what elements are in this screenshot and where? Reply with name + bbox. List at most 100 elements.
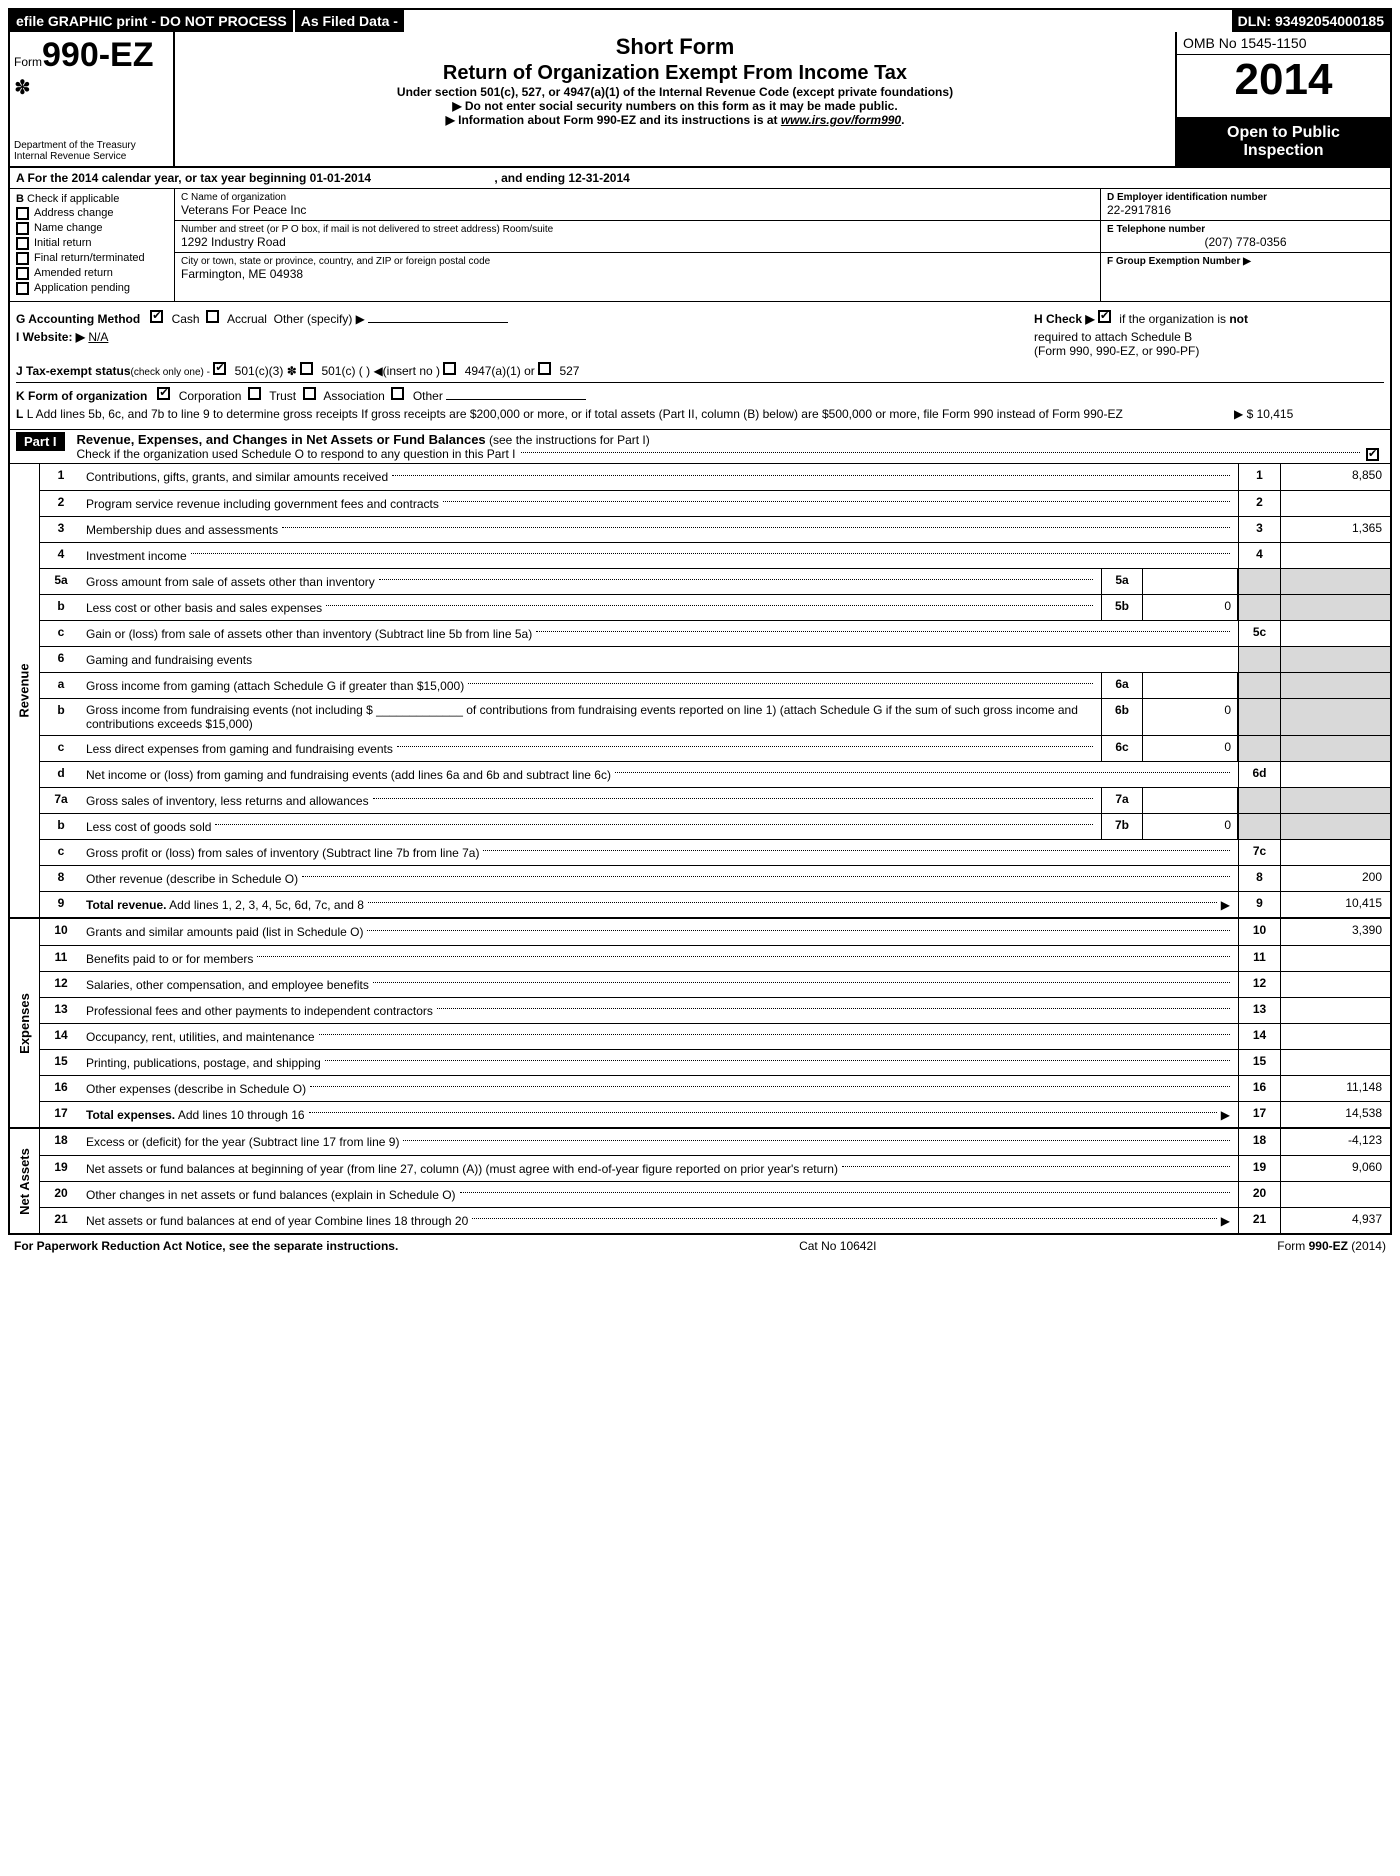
line-l4: 4Investment income4 bbox=[40, 542, 1390, 568]
right-num: 21 bbox=[1238, 1208, 1280, 1233]
as-filed-text: As Filed Data - bbox=[293, 10, 406, 32]
line-desc: Other revenue (describe in Schedule O) bbox=[82, 866, 1238, 891]
line-num: 11 bbox=[40, 946, 82, 971]
chk-name[interactable] bbox=[16, 222, 29, 235]
inner-val bbox=[1143, 569, 1238, 594]
open-line2: Inspection bbox=[1181, 142, 1386, 160]
line-desc: Gross income from gaming (attach Schedul… bbox=[82, 673, 1101, 698]
subtitle: Under section 501(c), 527, or 4947(a)(1)… bbox=[183, 85, 1167, 99]
line-num: c bbox=[40, 621, 82, 646]
right-num: 5c bbox=[1238, 621, 1280, 646]
form-prefix: Form bbox=[14, 55, 42, 69]
right-val: 8,850 bbox=[1280, 464, 1390, 490]
lbl-kother: Other bbox=[413, 389, 443, 403]
line-num: 20 bbox=[40, 1182, 82, 1207]
omb-number: OMB No 1545-1150 bbox=[1177, 32, 1390, 55]
line-num: 8 bbox=[40, 866, 82, 891]
revenue-label: Revenue bbox=[10, 464, 40, 917]
chk-initial[interactable] bbox=[16, 237, 29, 250]
line-l6: 6Gaming and fundraising events bbox=[40, 646, 1390, 672]
line-l6d: dNet income or (loss) from gaming and fu… bbox=[40, 761, 1390, 787]
dept-treasury: Department of the Treasury bbox=[14, 140, 169, 151]
line-desc: Gain or (loss) from sale of assets other… bbox=[82, 621, 1238, 646]
chk-kother[interactable] bbox=[391, 387, 404, 400]
chk-accrual[interactable] bbox=[206, 310, 219, 323]
chk-trust[interactable] bbox=[248, 387, 261, 400]
line-desc: Other expenses (describe in Schedule O) bbox=[82, 1076, 1238, 1101]
lbl-cash: Cash bbox=[172, 312, 200, 326]
chk-corp[interactable] bbox=[157, 387, 170, 400]
e-label: E Telephone number bbox=[1107, 224, 1384, 235]
c-name: Veterans For Peace Inc bbox=[181, 203, 1094, 217]
inner-val: 0 bbox=[1143, 736, 1238, 761]
rowa-begin: 01-01-2014 bbox=[310, 171, 371, 185]
efile-text: efile GRAPHIC print - DO NOT PROCESS bbox=[10, 10, 293, 32]
chk-amended[interactable] bbox=[16, 267, 29, 280]
chk-4947[interactable] bbox=[443, 362, 456, 375]
right-val: 1,365 bbox=[1280, 517, 1390, 542]
inner-val: 0 bbox=[1143, 699, 1238, 735]
right-num bbox=[1238, 673, 1280, 698]
line-desc: Total expenses. Add lines 10 through 16▶ bbox=[82, 1102, 1238, 1127]
line-desc: Less cost of goods sold bbox=[82, 814, 1101, 839]
right-val bbox=[1280, 972, 1390, 997]
inner-val: 0 bbox=[1143, 595, 1238, 620]
section-bc: B Check if applicable Address change Nam… bbox=[10, 189, 1390, 302]
header-mid: Short Form Return of Organization Exempt… bbox=[175, 32, 1175, 166]
chk-final[interactable] bbox=[16, 252, 29, 265]
lbl-initial: Initial return bbox=[34, 237, 91, 249]
chk-h[interactable] bbox=[1098, 310, 1111, 323]
right-val bbox=[1280, 762, 1390, 787]
chk-schedule-o[interactable] bbox=[1366, 448, 1379, 461]
tax-year: 2014 bbox=[1177, 55, 1390, 118]
lbl-assoc: Association bbox=[323, 389, 384, 403]
part1-check-text: Check if the organization used Schedule … bbox=[77, 447, 516, 461]
right-val bbox=[1280, 736, 1390, 761]
h3: not bbox=[1229, 312, 1248, 326]
right-val bbox=[1280, 647, 1390, 672]
chk-cash[interactable] bbox=[150, 310, 163, 323]
chk-address[interactable] bbox=[16, 207, 29, 220]
c-addr-label: Number and street (or P O box, if mail i… bbox=[181, 224, 1094, 235]
rowa-pre: A For the 2014 calendar year, or tax yea… bbox=[16, 171, 310, 185]
rowa-mid: , and ending bbox=[494, 171, 568, 185]
lbl-501c: 501(c) ( ) ◀(insert no ) bbox=[321, 364, 440, 378]
h2: if the organization is bbox=[1119, 312, 1229, 326]
right-val: 14,538 bbox=[1280, 1102, 1390, 1127]
right-num: 10 bbox=[1238, 919, 1280, 945]
line-desc: Total revenue. Add lines 1, 2, 3, 4, 5c,… bbox=[82, 892, 1238, 917]
inner-box: 5a bbox=[1101, 569, 1143, 594]
j-label: J Tax-exempt status bbox=[16, 364, 131, 378]
b-headtxt: Check if applicable bbox=[27, 193, 119, 205]
right-num: 11 bbox=[1238, 946, 1280, 971]
h-label: H Check ▶ bbox=[1034, 312, 1095, 326]
kother-underline bbox=[446, 399, 586, 400]
right-num: 16 bbox=[1238, 1076, 1280, 1101]
chk-501c3[interactable] bbox=[213, 362, 226, 375]
line-l12: 12Salaries, other compensation, and empl… bbox=[40, 971, 1390, 997]
right-num: 4 bbox=[1238, 543, 1280, 568]
chk-pending[interactable] bbox=[16, 282, 29, 295]
line-num: 16 bbox=[40, 1076, 82, 1101]
part1-head: Part I bbox=[16, 432, 65, 451]
right-val bbox=[1280, 1024, 1390, 1049]
line-l19: 19Net assets or fund balances at beginni… bbox=[40, 1155, 1390, 1181]
line-num: 18 bbox=[40, 1129, 82, 1155]
chk-501c[interactable] bbox=[300, 362, 313, 375]
right-val bbox=[1280, 543, 1390, 568]
line-desc: Gross amount from sale of assets other t… bbox=[82, 569, 1101, 594]
line-desc: Gaming and fundraising events bbox=[82, 647, 1238, 672]
chk-527[interactable] bbox=[538, 362, 551, 375]
return-title: Return of Organization Exempt From Incom… bbox=[183, 62, 1167, 85]
right-val bbox=[1280, 1050, 1390, 1075]
line-desc: Benefits paid to or for members bbox=[82, 946, 1238, 971]
irs-link[interactable]: www.irs.gov/form990 bbox=[781, 113, 901, 127]
line-l21: 21Net assets or fund balances at end of … bbox=[40, 1207, 1390, 1233]
line-num: a bbox=[40, 673, 82, 698]
line-l14: 14Occupancy, rent, utilities, and mainte… bbox=[40, 1023, 1390, 1049]
right-num: 6d bbox=[1238, 762, 1280, 787]
chk-assoc[interactable] bbox=[303, 387, 316, 400]
right-num: 12 bbox=[1238, 972, 1280, 997]
part1-title: Revenue, Expenses, and Changes in Net As… bbox=[77, 432, 486, 447]
right-num: 8 bbox=[1238, 866, 1280, 891]
